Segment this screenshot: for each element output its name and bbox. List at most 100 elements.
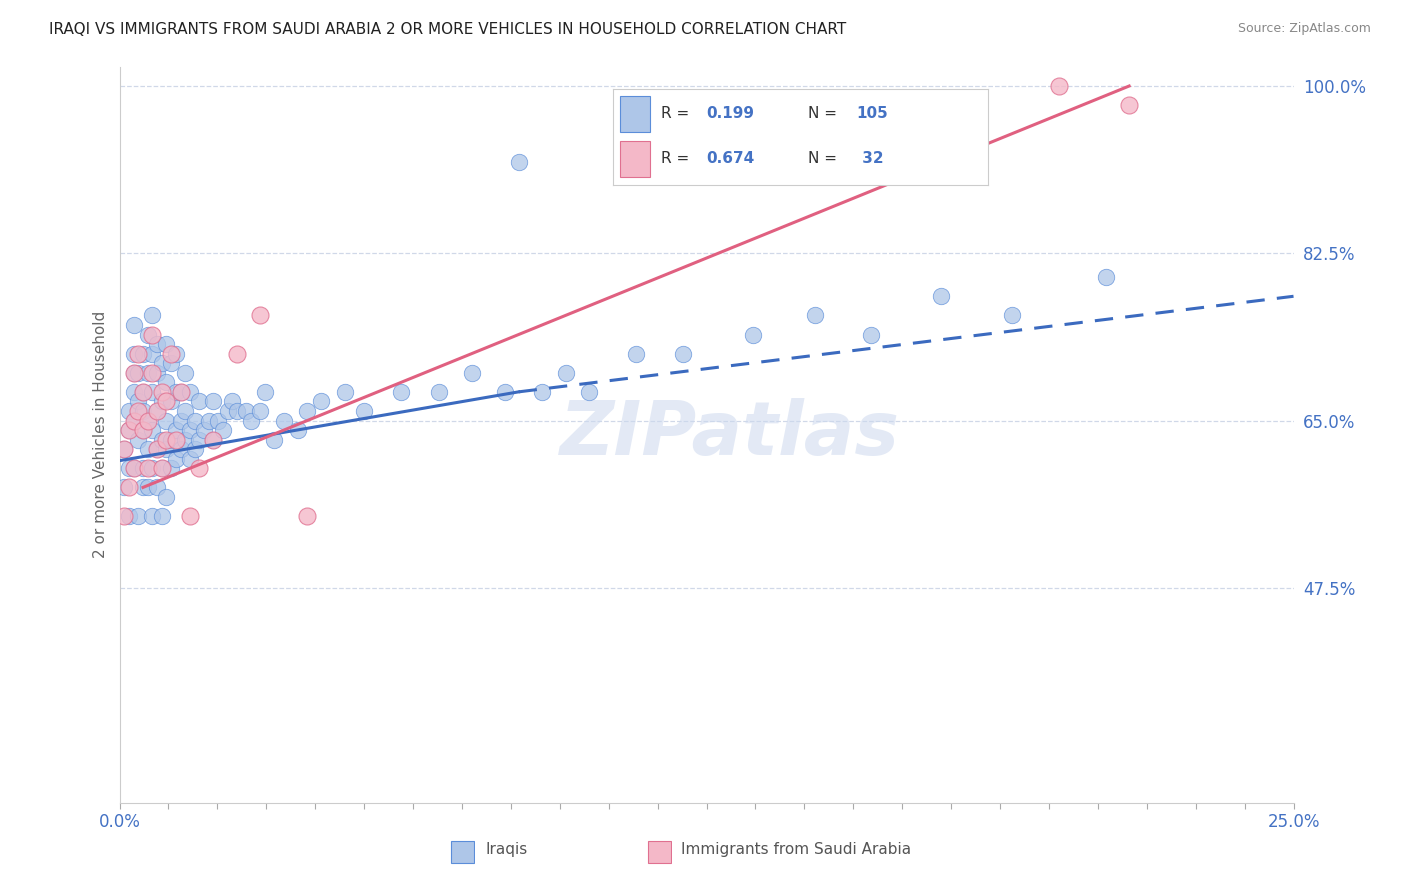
Point [225, 346, 249, 360]
Point [127, 404, 149, 418]
Point [183, 413, 205, 427]
Bar [451, 841, 474, 863]
Point [118, 480, 141, 494]
Point [188, 433, 211, 447]
Point [141, 423, 163, 437]
Point [146, 442, 169, 457]
Point [118, 404, 141, 418]
Text: Iraqis: Iraqis [485, 842, 527, 856]
Point [169, 413, 191, 427]
Point [183, 442, 205, 457]
Point [931, 289, 953, 303]
Point [150, 356, 173, 370]
Point [136, 366, 159, 380]
Point [132, 423, 155, 437]
Point [146, 337, 169, 351]
Point [122, 461, 145, 475]
Text: R =: R = [661, 106, 695, 121]
Point [155, 337, 177, 351]
Point [127, 509, 149, 524]
Point [254, 384, 277, 399]
Y-axis label: 2 or more Vehicles in Household: 2 or more Vehicles in Household [93, 311, 108, 558]
Point [202, 433, 225, 447]
Point [460, 366, 484, 380]
Point [155, 433, 177, 447]
Point [297, 509, 319, 524]
Point [217, 404, 239, 418]
Point [155, 376, 177, 390]
Point [165, 433, 187, 447]
Text: N =: N = [808, 152, 842, 166]
Point [672, 346, 695, 360]
Text: IRAQI VS IMMIGRANTS FROM SAUDI ARABIA 2 OR MORE VEHICLES IN HOUSEHOLD CORRELATIO: IRAQI VS IMMIGRANTS FROM SAUDI ARABIA 2 … [49, 22, 846, 37]
Bar [620, 95, 650, 132]
Point [127, 433, 149, 447]
Point [287, 423, 309, 437]
Point [122, 366, 145, 380]
Point [554, 366, 576, 380]
Point [141, 309, 163, 323]
Text: 0.674: 0.674 [707, 152, 755, 166]
Point [136, 413, 159, 427]
Point [1001, 309, 1024, 323]
Point [624, 346, 647, 360]
Point [132, 480, 155, 494]
Point [249, 309, 271, 323]
Point [353, 404, 375, 418]
Point [235, 404, 257, 418]
Point [112, 442, 135, 457]
Point [211, 423, 233, 437]
Point [193, 423, 215, 437]
Point [146, 366, 169, 380]
Point [112, 480, 135, 494]
Point [297, 404, 319, 418]
Point [132, 346, 155, 360]
Point [174, 433, 197, 447]
Point [578, 384, 600, 399]
Point [150, 509, 173, 524]
Bar [648, 841, 671, 863]
Point [136, 327, 159, 342]
Point [155, 413, 177, 427]
Point [150, 394, 173, 409]
Point [165, 451, 187, 466]
Point [141, 384, 163, 399]
Point [122, 413, 145, 427]
Point [1047, 78, 1070, 93]
Point [202, 394, 225, 409]
Point [225, 404, 249, 418]
Point [273, 413, 295, 427]
Point [141, 366, 163, 380]
Point [1118, 98, 1140, 112]
Point [169, 384, 191, 399]
Point [118, 461, 141, 475]
Point [174, 366, 197, 380]
Point [136, 442, 159, 457]
Point [240, 413, 263, 427]
Point [127, 366, 149, 380]
Point [389, 384, 412, 399]
Point [118, 509, 141, 524]
Point [165, 346, 187, 360]
Point [263, 433, 285, 447]
Point [155, 394, 177, 409]
Point [427, 384, 450, 399]
Text: ZIPatlas: ZIPatlas [560, 399, 900, 471]
Point [141, 461, 163, 475]
Point [160, 394, 183, 409]
Text: N =: N = [808, 106, 842, 121]
Point [221, 394, 243, 409]
Point [160, 346, 183, 360]
Point [188, 461, 211, 475]
Point [136, 461, 159, 475]
Point [249, 404, 271, 418]
Point [174, 404, 197, 418]
Point [155, 490, 177, 504]
Point [179, 423, 201, 437]
Point [160, 433, 183, 447]
Point [141, 327, 163, 342]
Point [146, 404, 169, 418]
Point [112, 442, 135, 457]
Point [141, 346, 163, 360]
Point [122, 346, 145, 360]
